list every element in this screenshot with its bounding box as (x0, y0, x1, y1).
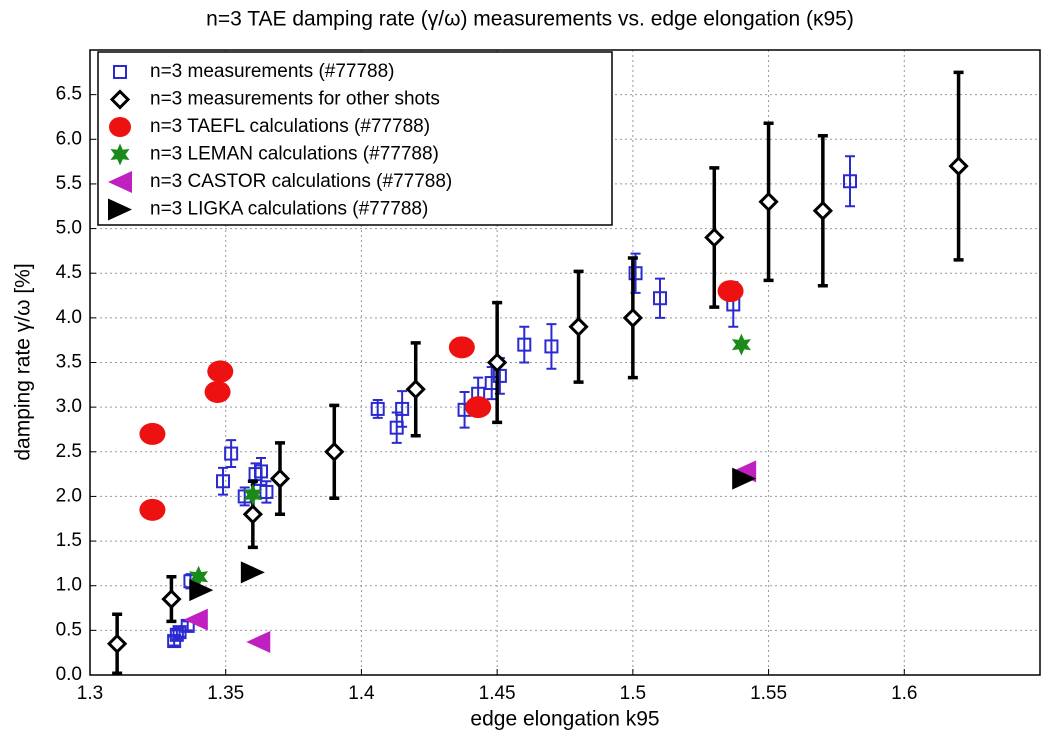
marker (169, 627, 184, 642)
chart-title: n=3 TAE damping rate (γ/ω) measurements … (206, 8, 854, 31)
x-axis-label: edge elongation k95 (470, 708, 659, 731)
x-tick-label: 1.6 (891, 683, 917, 704)
marker (370, 401, 385, 416)
error-bar (218, 466, 228, 496)
error-bar (546, 323, 557, 370)
marker (207, 360, 234, 383)
error-bar (261, 480, 272, 504)
error-bar (459, 390, 470, 429)
marker (812, 200, 833, 221)
legend-marker (113, 65, 127, 79)
marker (183, 608, 208, 631)
x-tick-label: 1.5 (620, 683, 646, 704)
legend-marker (109, 89, 131, 110)
marker (948, 155, 969, 177)
legend-label: n=3 LEMAN calculations (#77788) (150, 144, 439, 165)
x-tick-label: 1.3 (77, 683, 103, 704)
marker (216, 474, 230, 489)
marker (704, 227, 725, 248)
x-tick-label: 1.4 (348, 683, 375, 704)
legend-label: n=3 TAEFL calculations (#77788) (150, 116, 430, 137)
marker (204, 380, 231, 403)
marker (254, 464, 268, 479)
legend-label: n=3 measurements (#77788) (150, 61, 395, 82)
marker (259, 484, 274, 499)
y-tick-label: 1.5 (56, 530, 82, 551)
marker (732, 467, 757, 490)
y-tick-label: 2.0 (56, 485, 82, 506)
marker (240, 561, 265, 584)
y-tick-label: 1.0 (56, 575, 82, 596)
y-axis-label: damping rate γ/ω [%] (12, 263, 35, 460)
y-tick-label: 5.5 (56, 173, 82, 194)
x-tick-label: 1.55 (750, 683, 787, 704)
y-tick-label: 6.5 (56, 84, 82, 105)
marker (405, 379, 426, 400)
marker (139, 498, 166, 521)
y-tick-label: 6.0 (56, 128, 82, 149)
marker (758, 191, 779, 212)
y-tick-label: 0.5 (56, 619, 82, 640)
marker (517, 337, 532, 352)
marker (161, 588, 182, 610)
marker (568, 316, 589, 337)
marker (448, 336, 475, 359)
y-tick-label: 4.5 (56, 262, 82, 283)
y-tick-label: 4.0 (56, 307, 82, 328)
marker (269, 468, 291, 489)
error-bar (519, 325, 530, 364)
y-tick-label: 5.0 (56, 218, 82, 239)
x-tick-label: 1.35 (207, 683, 244, 704)
marker (731, 333, 751, 356)
marker (622, 307, 643, 328)
error-bar (226, 439, 237, 468)
plot-frame (89, 49, 1041, 676)
marker (139, 422, 166, 445)
legend-label: n=3 LIGKA calculations (#77788) (150, 199, 428, 220)
marker (487, 352, 508, 373)
legend-marker (108, 198, 132, 221)
marker (843, 174, 857, 189)
marker (189, 579, 214, 602)
marker (544, 339, 559, 354)
marker (242, 504, 263, 525)
marker (224, 446, 239, 461)
marker (189, 565, 209, 588)
legend-marker (110, 143, 130, 166)
legend-marker (109, 117, 131, 137)
legend-label: n=3 measurements for other shots (150, 89, 440, 110)
marker (465, 396, 492, 419)
error-bar (655, 277, 665, 319)
marker (246, 630, 271, 653)
legend-label: n=3 CASTOR calculations (#77788) (150, 171, 452, 192)
legend-box (97, 51, 613, 226)
x-tick-label: 1.45 (479, 683, 516, 704)
legend-marker (108, 171, 132, 193)
y-tick-label: 2.5 (56, 441, 82, 462)
y-tick-label: 3.5 (56, 352, 82, 373)
marker (395, 401, 410, 416)
marker (107, 633, 128, 654)
y-tick-label: 0.0 (56, 664, 82, 685)
marker (628, 266, 643, 281)
marker (243, 483, 263, 506)
marker (653, 291, 667, 306)
marker (717, 280, 744, 303)
marker (324, 441, 345, 462)
marker (389, 420, 404, 435)
y-tick-label: 3.0 (56, 396, 82, 417)
error-bar (845, 155, 855, 208)
